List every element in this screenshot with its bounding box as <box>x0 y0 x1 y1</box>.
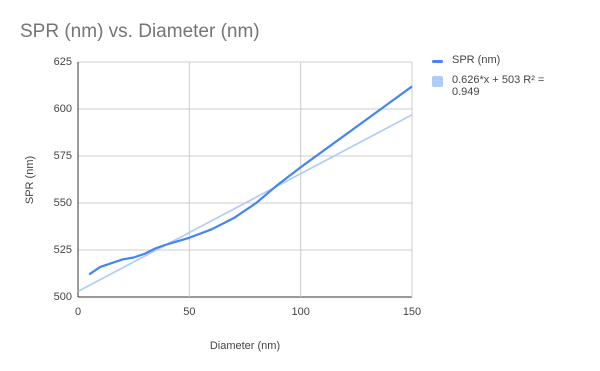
legend-label: 0.626*x + 503 R² = 0.949 <box>452 74 545 98</box>
x-tick-label: 0 <box>75 306 81 318</box>
y-tick-label: 500 <box>54 291 72 303</box>
y-tick-label: 600 <box>54 103 72 115</box>
chart-title: SPR (nm) vs. Diameter (nm) <box>20 21 260 42</box>
x-tick-label: 100 <box>291 306 309 318</box>
series-line <box>88 85 413 276</box>
legend-swatch <box>432 60 443 63</box>
legend: SPR (nm) 0.626*x + 503 R² = 0.949 <box>432 54 562 106</box>
legend-swatch <box>432 76 443 87</box>
x-tick-label: 150 <box>403 306 421 318</box>
legend-label: SPR (nm) <box>452 54 501 66</box>
y-tick-label: 625 <box>54 56 72 68</box>
x-tick-label: 50 <box>183 306 195 318</box>
legend-item: 0.626*x + 503 R² = 0.949 <box>432 74 562 98</box>
legend-item: SPR (nm) <box>432 54 562 66</box>
series-line <box>77 114 413 293</box>
y-axis-label: SPR (nm) <box>24 156 36 204</box>
y-tick-label: 525 <box>54 244 72 256</box>
y-tick-label: 575 <box>54 150 72 162</box>
y-tick-label: 550 <box>54 197 72 209</box>
x-axis-label: Diameter (nm) <box>210 340 280 352</box>
